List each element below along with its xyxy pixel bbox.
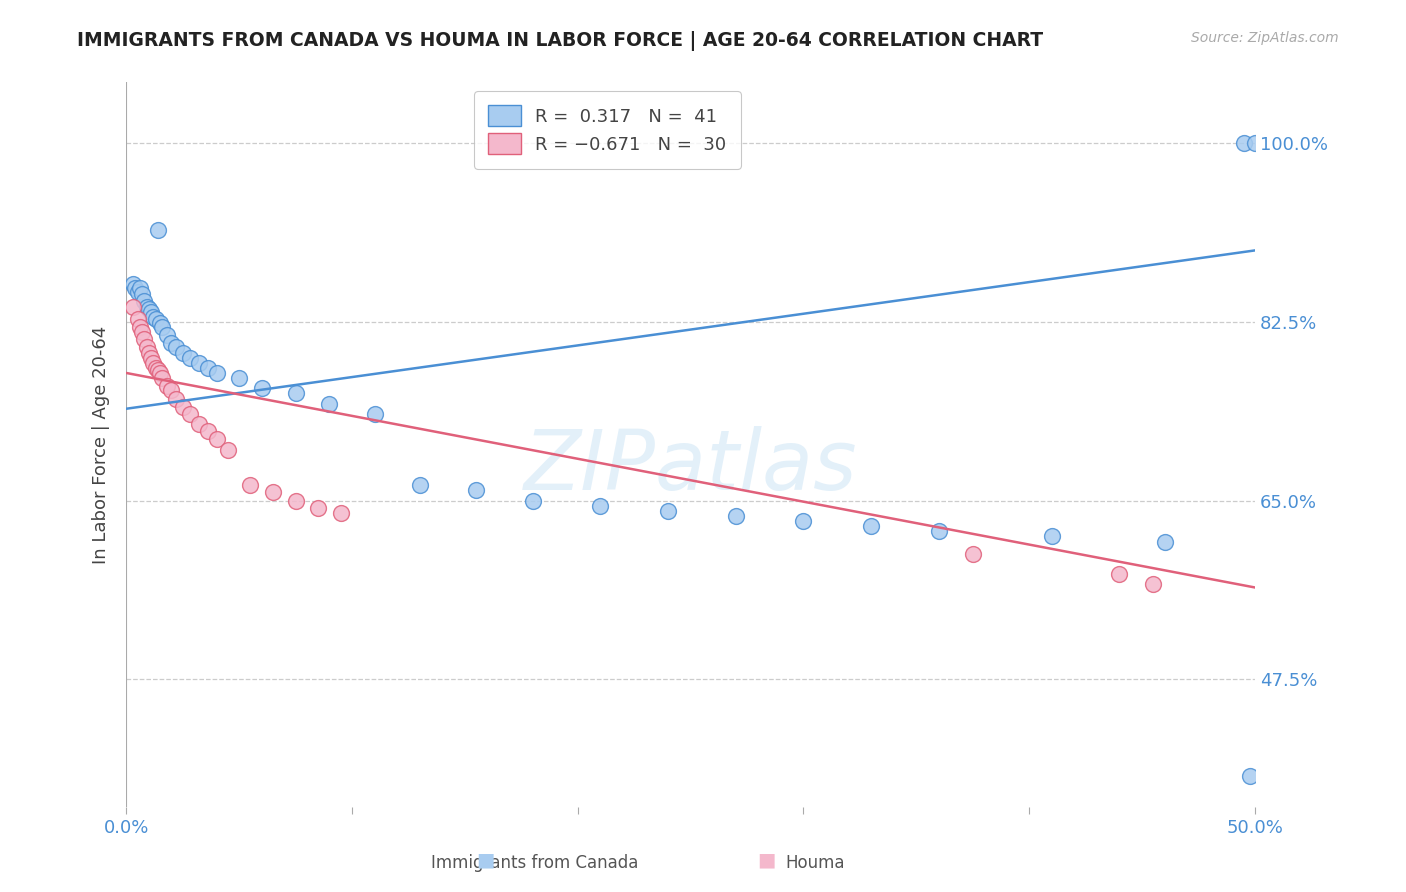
Point [205, 366, 228, 380]
Point [165, 341, 187, 355]
Point [135, 300, 157, 314]
Point [160, 336, 183, 351]
Text: ZIPatlas: ZIPatlas [524, 425, 858, 507]
Point [122, 277, 145, 292]
Y-axis label: In Labor Force | Age 20-64: In Labor Force | Age 20-64 [93, 326, 110, 564]
Text: Houma: Houma [786, 855, 845, 872]
Point [146, 363, 169, 377]
Point [139, 351, 162, 365]
Point [128, 281, 150, 295]
Point [172, 345, 194, 359]
Point [160, 384, 183, 398]
Point [187, 356, 209, 370]
Point [465, 483, 488, 498]
Text: ■: ■ [756, 851, 776, 870]
Point [1153, 534, 1175, 549]
Point [409, 478, 432, 492]
Point [145, 311, 167, 326]
Point [1142, 577, 1164, 591]
Point [318, 396, 340, 410]
Point [134, 332, 156, 346]
Point [363, 407, 385, 421]
Point [197, 360, 219, 375]
Point [156, 328, 179, 343]
Point [228, 371, 250, 385]
Point [250, 381, 273, 395]
Point [146, 223, 169, 237]
Point [124, 281, 146, 295]
Point [1108, 567, 1130, 582]
Text: ■: ■ [475, 851, 495, 870]
Point [165, 392, 187, 406]
Point [724, 508, 747, 523]
Point [131, 325, 153, 339]
Point [1239, 769, 1261, 783]
Point [1244, 136, 1267, 151]
Point [1232, 136, 1254, 151]
Point [239, 478, 262, 492]
Point [1040, 529, 1063, 543]
Point [262, 485, 284, 500]
Point [149, 366, 172, 380]
Point [928, 524, 950, 539]
Point [138, 345, 160, 359]
Point [139, 304, 162, 318]
Point [142, 310, 165, 324]
Point [134, 294, 156, 309]
Point [205, 433, 228, 447]
Point [217, 442, 239, 457]
Point [187, 417, 209, 431]
Point [522, 493, 544, 508]
Point [122, 300, 145, 314]
Point [145, 360, 167, 375]
Point [156, 379, 179, 393]
Point [127, 311, 149, 326]
Legend: R =  0.317   N =  41, R = −0.671   N =  30: R = 0.317 N = 41, R = −0.671 N = 30 [474, 91, 741, 169]
Point [657, 504, 679, 518]
Point [135, 341, 157, 355]
Point [792, 514, 814, 528]
Point [152, 320, 174, 334]
Text: Immigrants from Canada: Immigrants from Canada [430, 855, 638, 872]
Point [197, 424, 219, 438]
Point [149, 316, 172, 330]
Point [127, 285, 149, 300]
Point [329, 506, 352, 520]
Point [179, 407, 201, 421]
Point [860, 519, 883, 533]
Point [172, 400, 194, 414]
Point [589, 499, 612, 513]
Point [179, 351, 201, 365]
Point [131, 287, 153, 301]
Point [307, 500, 329, 515]
Point [142, 356, 165, 370]
Point [962, 547, 984, 561]
Text: IMMIGRANTS FROM CANADA VS HOUMA IN LABOR FORCE | AGE 20-64 CORRELATION CHART: IMMIGRANTS FROM CANADA VS HOUMA IN LABOR… [77, 31, 1043, 51]
Point [284, 386, 307, 401]
Text: Source: ZipAtlas.com: Source: ZipAtlas.com [1191, 31, 1339, 45]
Point [138, 301, 160, 316]
Point [152, 371, 174, 385]
Point [128, 320, 150, 334]
Point [284, 493, 307, 508]
